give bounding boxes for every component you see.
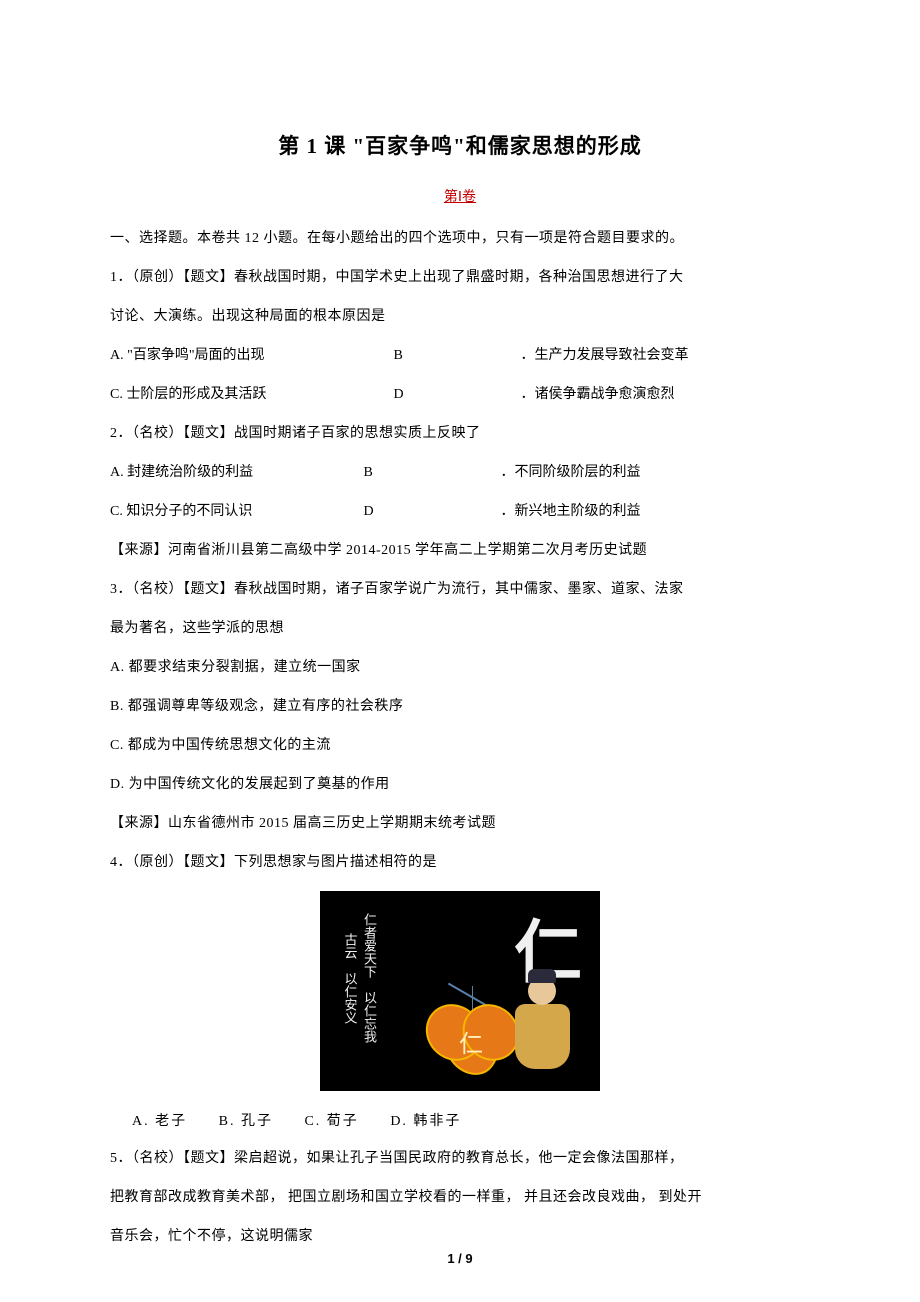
q3-option-c: C. 都成为中国传统思想文化的主流 [110,735,810,756]
volume-subtitle: 第Ⅰ卷 [110,186,810,206]
q2-options-row1: A. 封建统治阶级的利益 B ．不同阶级阶层的利益 [110,462,810,483]
q1-option-b-label: B [394,345,424,366]
q1-option-d-text: ．诸侯争霸战争愈演愈烈 [521,384,675,405]
q4-option-d: D. 韩非子 [390,1114,461,1129]
q1-option-a: A. "百家争鸣"局面的出现 [110,345,390,366]
q2-option-d-text: ．新兴地主阶级的利益 [501,501,641,522]
q1-option-d-label: D [394,384,424,405]
q4-option-c: C. 荀子 [304,1114,358,1129]
lesson-title: 第 1 课 "百家争鸣"和儒家思想的形成 [110,130,810,160]
q4-options: A. 老子 B. 孔子 C. 荀子 D. 韩非子 [132,1110,810,1130]
q2-option-d-label: D [364,501,394,522]
ren-side-text: 仁者爱天下 以仁忘我古云 以仁安义 [340,913,379,1043]
q4-image-wrap: 仁者爱天下 以仁忘我古云 以仁安义 仁 仁 [110,891,810,1096]
sage-hat [528,969,556,983]
q1-option-c: C. 士阶层的形成及其活跃 [110,384,390,405]
q4-option-a: A. 老子 [132,1114,187,1129]
q5-stem-line3: 音乐会，忙个不停，这说明儒家 [110,1226,810,1247]
q1-options-row1: A. "百家争鸣"局面的出现 B ．生产力发展导致社会变革 [110,345,810,366]
heart-character: 仁 [459,1024,483,1059]
section-intro: 一、选择题。本卷共 12 小题。在每小题给出的四个选项中，只有一项是符合题目要求… [110,228,810,249]
sage-figure [500,969,570,1069]
q2-option-a: A. 封建统治阶级的利益 [110,462,360,483]
q3-source: 【来源】山东省德州市 2015 届高三历史上学期期末统考试题 [110,813,810,834]
q1-options-row2: C. 士阶层的形成及其活跃 D ．诸侯争霸战争愈演愈烈 [110,384,810,405]
sage-body [515,1004,570,1069]
q2-option-b-text: ．不同阶级阶层的利益 [501,462,641,483]
q2-option-c: C. 知识分子的不同认识 [110,501,360,522]
q1-stem-line1: 1．（原创）【题文】春秋战国时期，中国学术史上出现了鼎盛时期，各种治国思想进行了… [110,267,810,288]
q2-stem: 2．（名校）【题文】战国时期诸子百家的思想实质上反映了 [110,423,810,444]
q1-stem-line2: 讨论、大演练。出现这种局面的根本原因是 [110,306,810,327]
ren-illustration: 仁者爱天下 以仁忘我古云 以仁安义 仁 仁 [320,891,600,1091]
q1-option-b-text: ．生产力发展导致社会变革 [521,345,689,366]
q2-option-b-label: B [364,462,394,483]
q3-option-a: A. 都要求结束分裂割据，建立统一国家 [110,657,810,678]
page-number: 1 / 9 [0,1251,920,1266]
q3-stem-line1: 3．（名校）【题文】春秋战国时期，诸子百家学说广为流行，其中儒家、墨家、道家、法… [110,579,810,600]
q2-options-row2: C. 知识分子的不同认识 D ．新兴地主阶级的利益 [110,501,810,522]
q4-option-b: B. 孔子 [219,1114,273,1129]
q5-stem-line1: 5．（名校）【题文】梁启超说，如果让孔子当国民政府的教育总长，他一定会像法国那样… [110,1148,810,1169]
q4-stem: 4．（原创）【题文】下列思想家与图片描述相符的是 [110,852,810,873]
q2-source: 【来源】河南省淅川县第二高级中学 2014-2015 学年高二上学期第二次月考历… [110,540,810,561]
q3-stem-line2: 最为著名，这些学派的思想 [110,618,810,639]
q5-stem-line2: 把教育部改成教育美术部， 把国立剧场和国立学校看的一样重， 并且还会改良戏曲， … [110,1187,810,1208]
q3-option-b: B. 都强调尊卑等级观念，建立有序的社会秩序 [110,696,810,717]
q3-option-d: D. 为中国传统文化的发展起到了奠基的作用 [110,774,810,795]
